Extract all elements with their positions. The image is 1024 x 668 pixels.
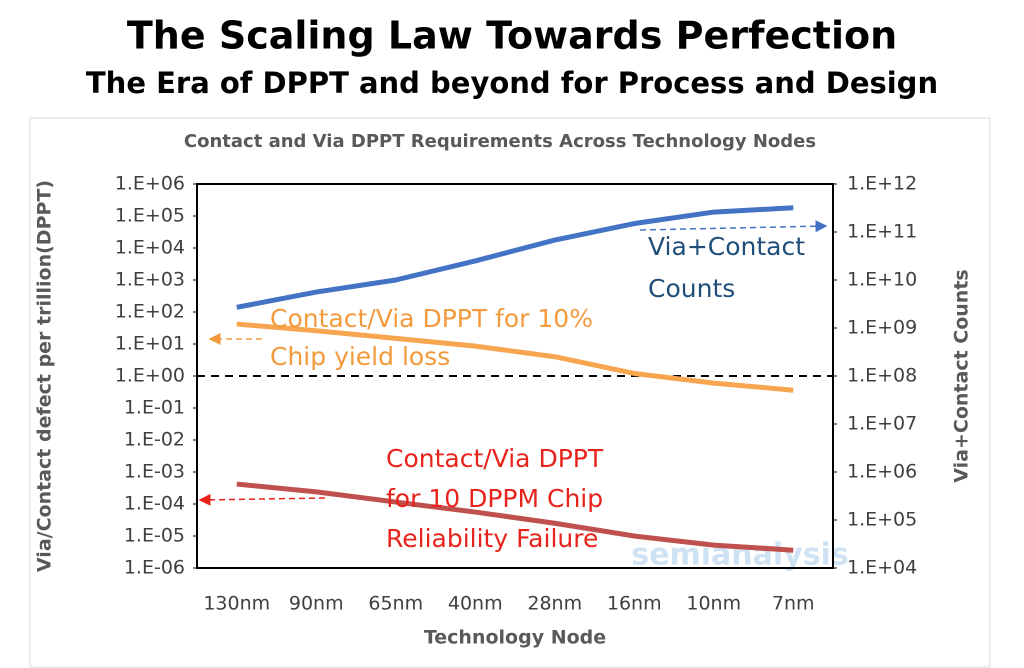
x-tick-label: 130nm <box>203 593 270 615</box>
chart-title: Contact and Via DPPT Requirements Across… <box>184 131 816 152</box>
x-axis-label: Technology Node <box>424 627 606 649</box>
y-tick-label: 1.E-01 <box>124 397 185 419</box>
x-tick-label: 65nm <box>368 593 423 615</box>
annotation: for 10 DPPM Chip <box>386 484 603 513</box>
series-line <box>236 481 794 553</box>
chart-frame <box>29 117 991 668</box>
y2-tick-label: 1.E+09 <box>847 317 917 339</box>
y-tick-label: 1.E-04 <box>124 493 185 515</box>
annotation: Counts <box>648 274 735 303</box>
y2-tick-label: 1.E+08 <box>847 365 917 387</box>
y-tick-label: 1.E+03 <box>115 269 185 291</box>
y-tick-label: 1.E+04 <box>115 237 185 259</box>
y-tick-label: 1.E-05 <box>124 525 185 547</box>
watermark: semianalysis <box>631 538 848 573</box>
y-tick-label: 1.E-02 <box>124 429 185 451</box>
y-tick-label: 1.E+06 <box>115 173 185 195</box>
annotation: Reliability Failure <box>386 524 598 553</box>
x-tick-label: 10nm <box>686 593 741 615</box>
y2-tick-label: 1.E+10 <box>847 269 917 291</box>
x-tick-label: 28nm <box>527 593 582 615</box>
y-tick-label: 1.E+01 <box>115 333 185 355</box>
y2-tick-label: 1.E+12 <box>847 173 917 195</box>
page-title: The Scaling Law Towards Perfection <box>127 14 897 58</box>
annotation: Via+Contact <box>648 232 805 261</box>
y2-tick-label: 1.E+04 <box>847 557 917 579</box>
y2-tick-label: 1.E+11 <box>847 221 917 243</box>
y-tick-label: 1.E-03 <box>124 461 185 483</box>
y2-tick-label: 1.E+06 <box>847 461 917 483</box>
y2-tick-label: 1.E+07 <box>847 413 917 435</box>
y2-axis-label: Via+Contact Counts <box>951 269 973 482</box>
annotation: Contact/Via DPPT for 10% <box>270 304 593 333</box>
series-line <box>236 205 794 310</box>
x-tick-label: 90nm <box>289 593 344 615</box>
y-tick-label: 1.E+05 <box>115 205 185 227</box>
series-line <box>236 321 794 393</box>
y-tick-label: 1.E+00 <box>115 365 185 387</box>
x-tick-label: 40nm <box>448 593 503 615</box>
y-tick-label: 1.E+02 <box>115 301 185 323</box>
annotation: Contact/Via DPPT <box>386 444 604 473</box>
x-tick-label: 16nm <box>607 593 662 615</box>
arrow <box>198 493 326 506</box>
y2-tick-label: 1.E+05 <box>847 509 917 531</box>
y-axis-label: Via/Contact defect per trillion(DPPT) <box>34 180 56 572</box>
x-tick-label: 7nm <box>772 593 815 615</box>
y-tick-label: 1.E-06 <box>124 557 185 579</box>
arrow <box>639 220 828 233</box>
annotation: Chip yield loss <box>270 342 450 371</box>
page-subtitle: The Era of DPPT and beyond for Process a… <box>86 66 938 100</box>
